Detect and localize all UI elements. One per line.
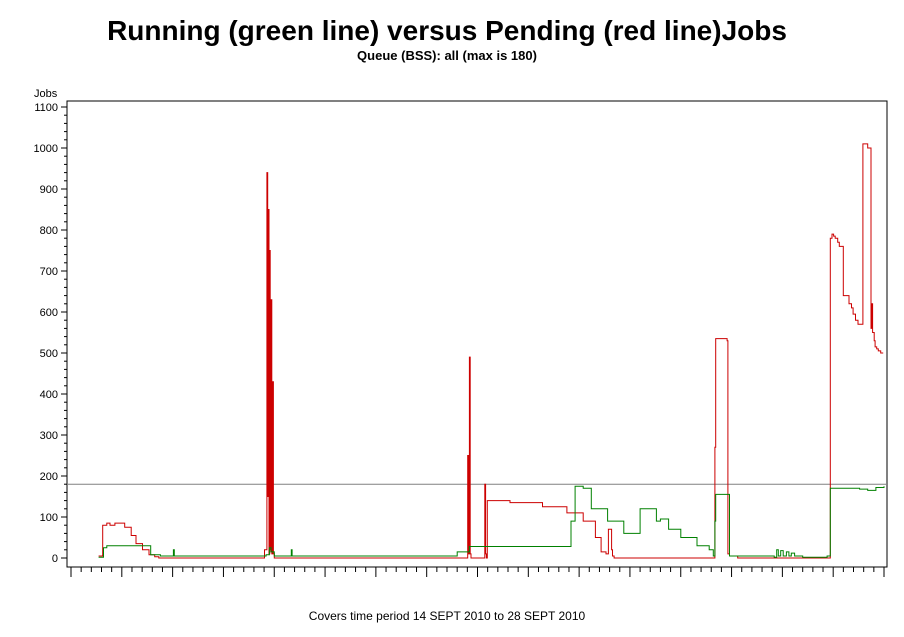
y-tick-label: 700 [40, 266, 58, 278]
running-series-line [98, 485, 885, 558]
y-tick-label: 600 [40, 307, 58, 319]
chart-subtitle: Queue (BSS): all (max is 180) [357, 48, 537, 63]
y-tick-label: 900 [40, 184, 58, 196]
pending-series-line [98, 143, 884, 559]
y-tick-label: 300 [40, 430, 58, 442]
y-tick-label: 1000 [34, 143, 58, 155]
x-axis [70, 567, 885, 577]
y-tick-label: 1100 [34, 102, 58, 114]
plot-frame [66, 100, 888, 568]
y-tick-label: 500 [40, 348, 58, 360]
y-tick-label: 200 [40, 471, 58, 483]
series-layer [98, 143, 885, 559]
y-tick-label: 100 [40, 512, 58, 524]
y-tick-label: 800 [40, 225, 58, 237]
y-axis: 0 100 200 300 400 500 600 700 800 900 1000 1100 [34, 102, 67, 565]
y-axis-label: Jobs [34, 88, 58, 100]
chart-title: Running (green line) versus Pending (red… [107, 15, 787, 46]
y-tick-label: 0 [52, 553, 58, 565]
chart-footnote: Covers time period 14 SEPT 2010 to 28 SE… [309, 609, 586, 623]
y-tick-label: 400 [40, 389, 58, 401]
